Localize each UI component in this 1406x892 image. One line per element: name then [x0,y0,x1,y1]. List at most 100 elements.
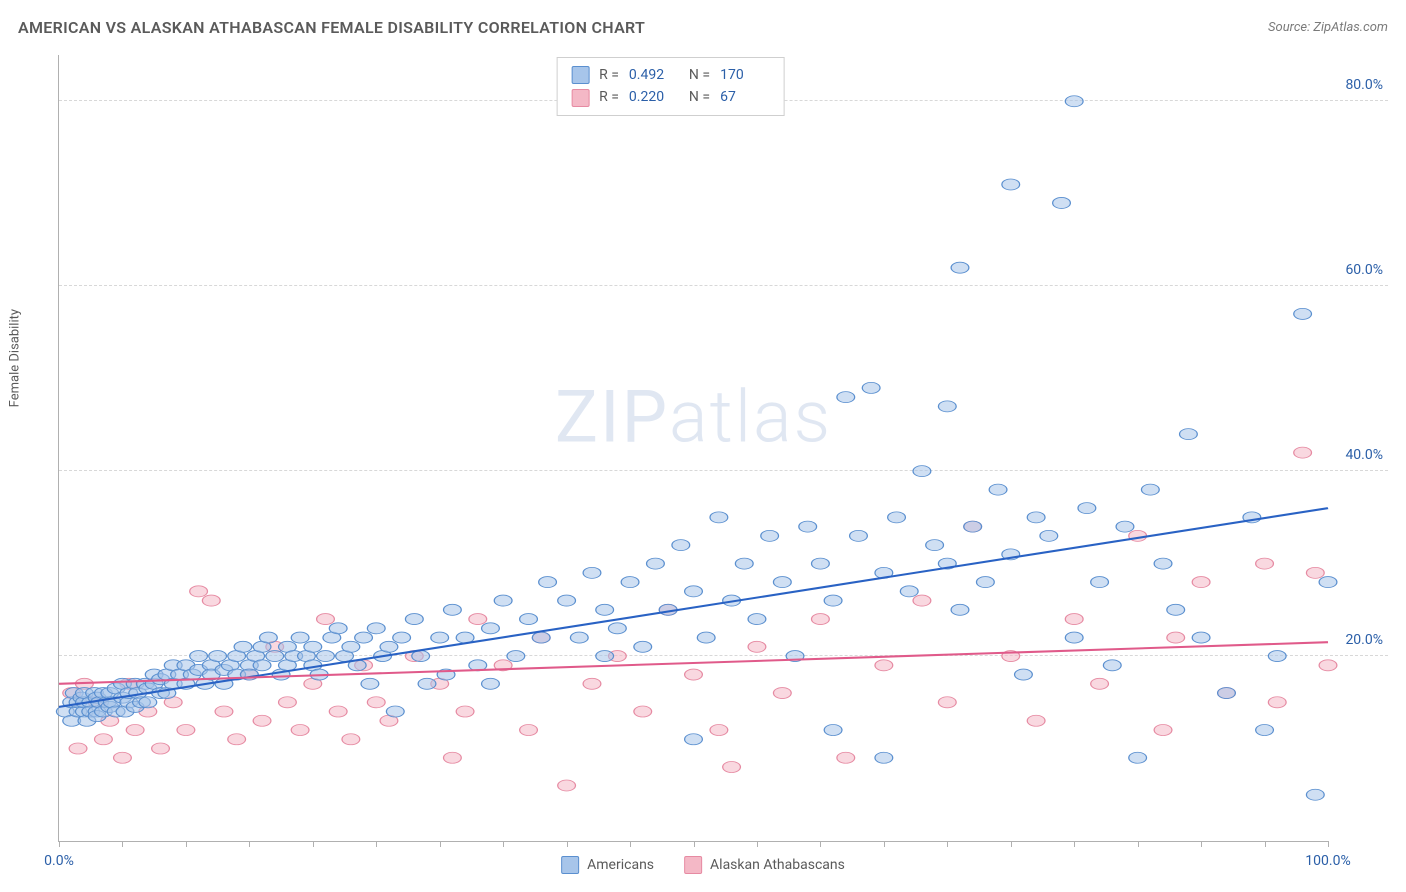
scatter-point [976,577,994,588]
scatter-point [202,595,220,606]
y-tick-label: 20.0% [1345,632,1383,648]
scatter-point [1040,530,1058,541]
scatter-point [812,558,830,569]
scatter-point [773,577,791,588]
scatter-point [685,734,703,745]
scatter-point [735,558,753,569]
scatter-point [647,558,665,569]
legend-swatch-icon [684,856,702,874]
x-tick-label: 0.0% [44,853,74,869]
scatter-point [1294,447,1312,458]
scatter-point [342,641,360,652]
scatter-point [558,780,576,791]
y-axis-label: Female Disability [8,308,23,406]
scatter-point [558,595,576,606]
scatter-point [1116,521,1134,532]
scatter-point [1027,715,1045,726]
scatter-point [1218,688,1236,699]
scatter-point [386,706,404,717]
scatter-point [1167,604,1185,615]
scatter-point [444,752,462,763]
scatter-point [862,382,880,393]
scatter-point [291,632,309,643]
scatter-point [469,614,487,625]
scatter-point [260,632,278,643]
scatter-point [1319,577,1337,588]
legend-label-athabascans: Alaskan Athabascans [710,857,845,873]
scatter-point [494,595,512,606]
scatter-point [1154,558,1172,569]
scatter-point [1268,697,1286,708]
scatter-point [723,762,741,773]
scatter-point [1167,632,1185,643]
scatter-point [1256,725,1274,736]
legend-n-label: N = [689,64,710,86]
scatter-point [1141,484,1159,495]
scatter-point [177,725,195,736]
scatter-point [634,706,652,717]
scatter-point [748,614,766,625]
legend-r-value-americans: 0.492 [629,64,679,86]
scatter-point [1268,651,1286,662]
scatter-point [1002,179,1020,190]
scatter-point [367,697,385,708]
legend-label-americans: Americans [587,857,654,873]
scatter-point [228,734,246,745]
scatter-point [1129,752,1147,763]
legend-correlation: R = 0.492 N = 170 R = 0.220 N = 67 [556,57,785,116]
scatter-point [596,604,614,615]
scatter-point [913,595,931,606]
scatter-point [380,641,398,652]
scatter-point [1192,577,1210,588]
scatter-point [1180,429,1198,440]
scatter-point [837,392,855,403]
scatter-point [456,706,474,717]
y-tick-label: 60.0% [1345,262,1383,278]
scatter-point [139,697,157,708]
scatter-point [1256,558,1274,569]
scatter-point [875,752,893,763]
scatter-point [900,586,918,597]
legend-row-athabascans: R = 0.220 N = 67 [571,86,770,108]
legend-n-value-americans: 170 [720,64,770,86]
plot-area: ZIPatlas R = 0.492 N = 170 R = 0.220 N =… [58,55,1328,842]
scatter-point [621,577,639,588]
scatter-point [266,651,284,662]
scatter-point [329,623,347,634]
scatter-point [209,651,227,662]
scatter-point [748,641,766,652]
scatter-point [888,512,906,523]
scatter-point [989,484,1007,495]
scatter-point [761,530,779,541]
scatter-point [926,540,944,551]
scatter-point [1319,660,1337,671]
scatter-point [1065,614,1083,625]
scatter-point [1027,512,1045,523]
scatter-point [824,725,842,736]
scatter-point [507,651,525,662]
scatter-point [317,614,335,625]
scatter-point [317,651,335,662]
scatter-point [95,734,113,745]
scatter-svg [59,55,1328,841]
scatter-point [1294,308,1312,319]
scatter-point [253,660,271,671]
scatter-point [608,623,626,634]
legend-item-americans: Americans [561,856,654,874]
scatter-point [672,540,690,551]
scatter-point [234,641,252,652]
scatter-point [634,641,652,652]
scatter-point [685,669,703,680]
scatter-point [583,678,601,689]
x-tick-label: 100.0% [1305,853,1350,869]
scatter-point [812,614,830,625]
legend-item-athabascans: Alaskan Athabascans [684,856,845,874]
scatter-point [355,632,373,643]
legend-n-label: N = [689,86,710,108]
scatter-point [1103,660,1121,671]
legend-n-value-athabascans: 67 [720,86,770,108]
scatter-point [482,678,500,689]
legend-swatch-athabascans [571,89,589,107]
y-tick-label: 80.0% [1345,77,1383,93]
scatter-point [253,715,271,726]
